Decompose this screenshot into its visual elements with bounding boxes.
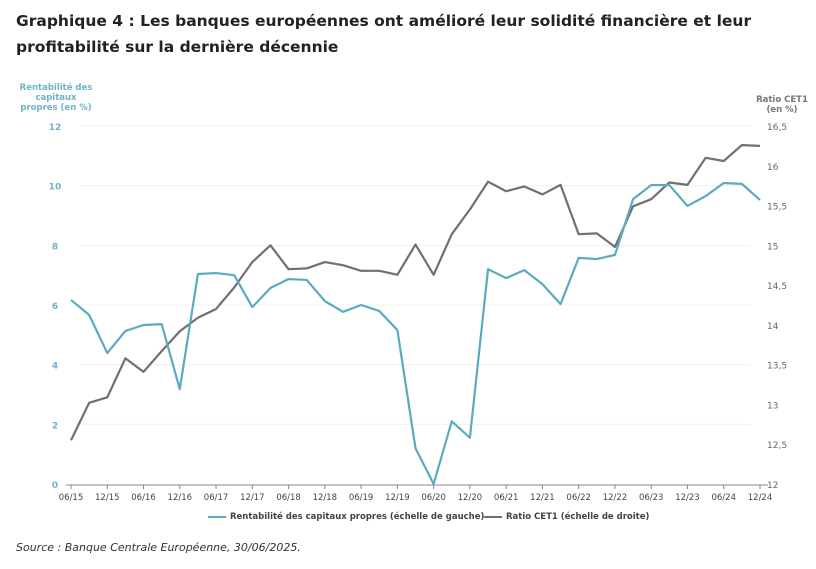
left-tick-label: 6 (52, 302, 58, 312)
x-tick-label: 12/24 (748, 493, 773, 503)
x-tick-label: 12/16 (168, 493, 193, 503)
left-tick-label: 12 (49, 123, 62, 133)
right-tick-label: 14 (767, 322, 779, 332)
left-tick-label: 10 (49, 183, 62, 193)
right-tick-label: 15,5 (767, 203, 787, 213)
legend-swatch-roe (208, 516, 226, 518)
left-tick-label: 4 (52, 362, 58, 372)
x-tick-label: 06/21 (494, 493, 519, 503)
x-tick-label: 12/15 (95, 493, 120, 503)
x-tick-label: 06/16 (131, 493, 156, 503)
right-tick-label: 13,5 (767, 362, 787, 372)
left-axis-title: Rentabilité des capitaux propres (en %) (19, 83, 93, 113)
x-tick-label: 12/18 (313, 493, 338, 503)
left-tick-label: 8 (52, 242, 58, 252)
x-tick-label: 06/19 (349, 493, 374, 503)
right-tick-label: 13 (767, 401, 778, 411)
right-tick-label: 16 (767, 163, 779, 173)
right-tick-label: 12 (767, 481, 778, 491)
cet1-series-line (70, 143, 761, 441)
x-tick-label: 06/23 (639, 493, 664, 503)
right-tick-label: 15 (767, 242, 778, 252)
legend-swatch-cet1 (484, 516, 502, 518)
legend-item-roe: Rentabilité des capitaux propres (échell… (208, 512, 484, 522)
x-tick-label: 12/19 (385, 493, 410, 503)
x-tick-label: 06/18 (276, 493, 301, 503)
x-tick-label: 12/20 (458, 493, 483, 503)
roe-series-line (70, 181, 761, 486)
left-tick-label: 0 (52, 481, 58, 491)
legend-label-cet1: Ratio CET1 (échelle de droite) (506, 512, 650, 522)
legend-item-cet1: Ratio CET1 (échelle de droite) (484, 512, 649, 522)
chart-title: Graphique 4 : Les banques européennes on… (16, 12, 752, 56)
x-tick-label: 06/20 (421, 493, 446, 503)
x-tick-label: 06/24 (711, 493, 736, 503)
x-tick-label: 12/23 (675, 493, 700, 503)
right-tick-label: 14,5 (767, 282, 787, 292)
x-tick-label: 06/15 (59, 493, 84, 503)
x-tick-label: 12/22 (603, 493, 628, 503)
right-tick-label: 16,5 (767, 123, 787, 133)
x-tick-label: 12/21 (530, 493, 555, 503)
legend-label-roe: Rentabilité des capitaux propres (échell… (230, 512, 485, 522)
left-tick-label: 2 (52, 421, 58, 431)
x-tick-label: 06/17 (204, 493, 229, 503)
x-tick-label: 12/17 (240, 493, 265, 503)
source-note: Source : Banque Centrale Européenne, 30/… (16, 541, 301, 554)
x-tick-label: 06/22 (566, 493, 591, 503)
right-tick-label: 12,5 (767, 441, 787, 451)
right-axis-title: Ratio CET1 (en %) (756, 95, 808, 115)
